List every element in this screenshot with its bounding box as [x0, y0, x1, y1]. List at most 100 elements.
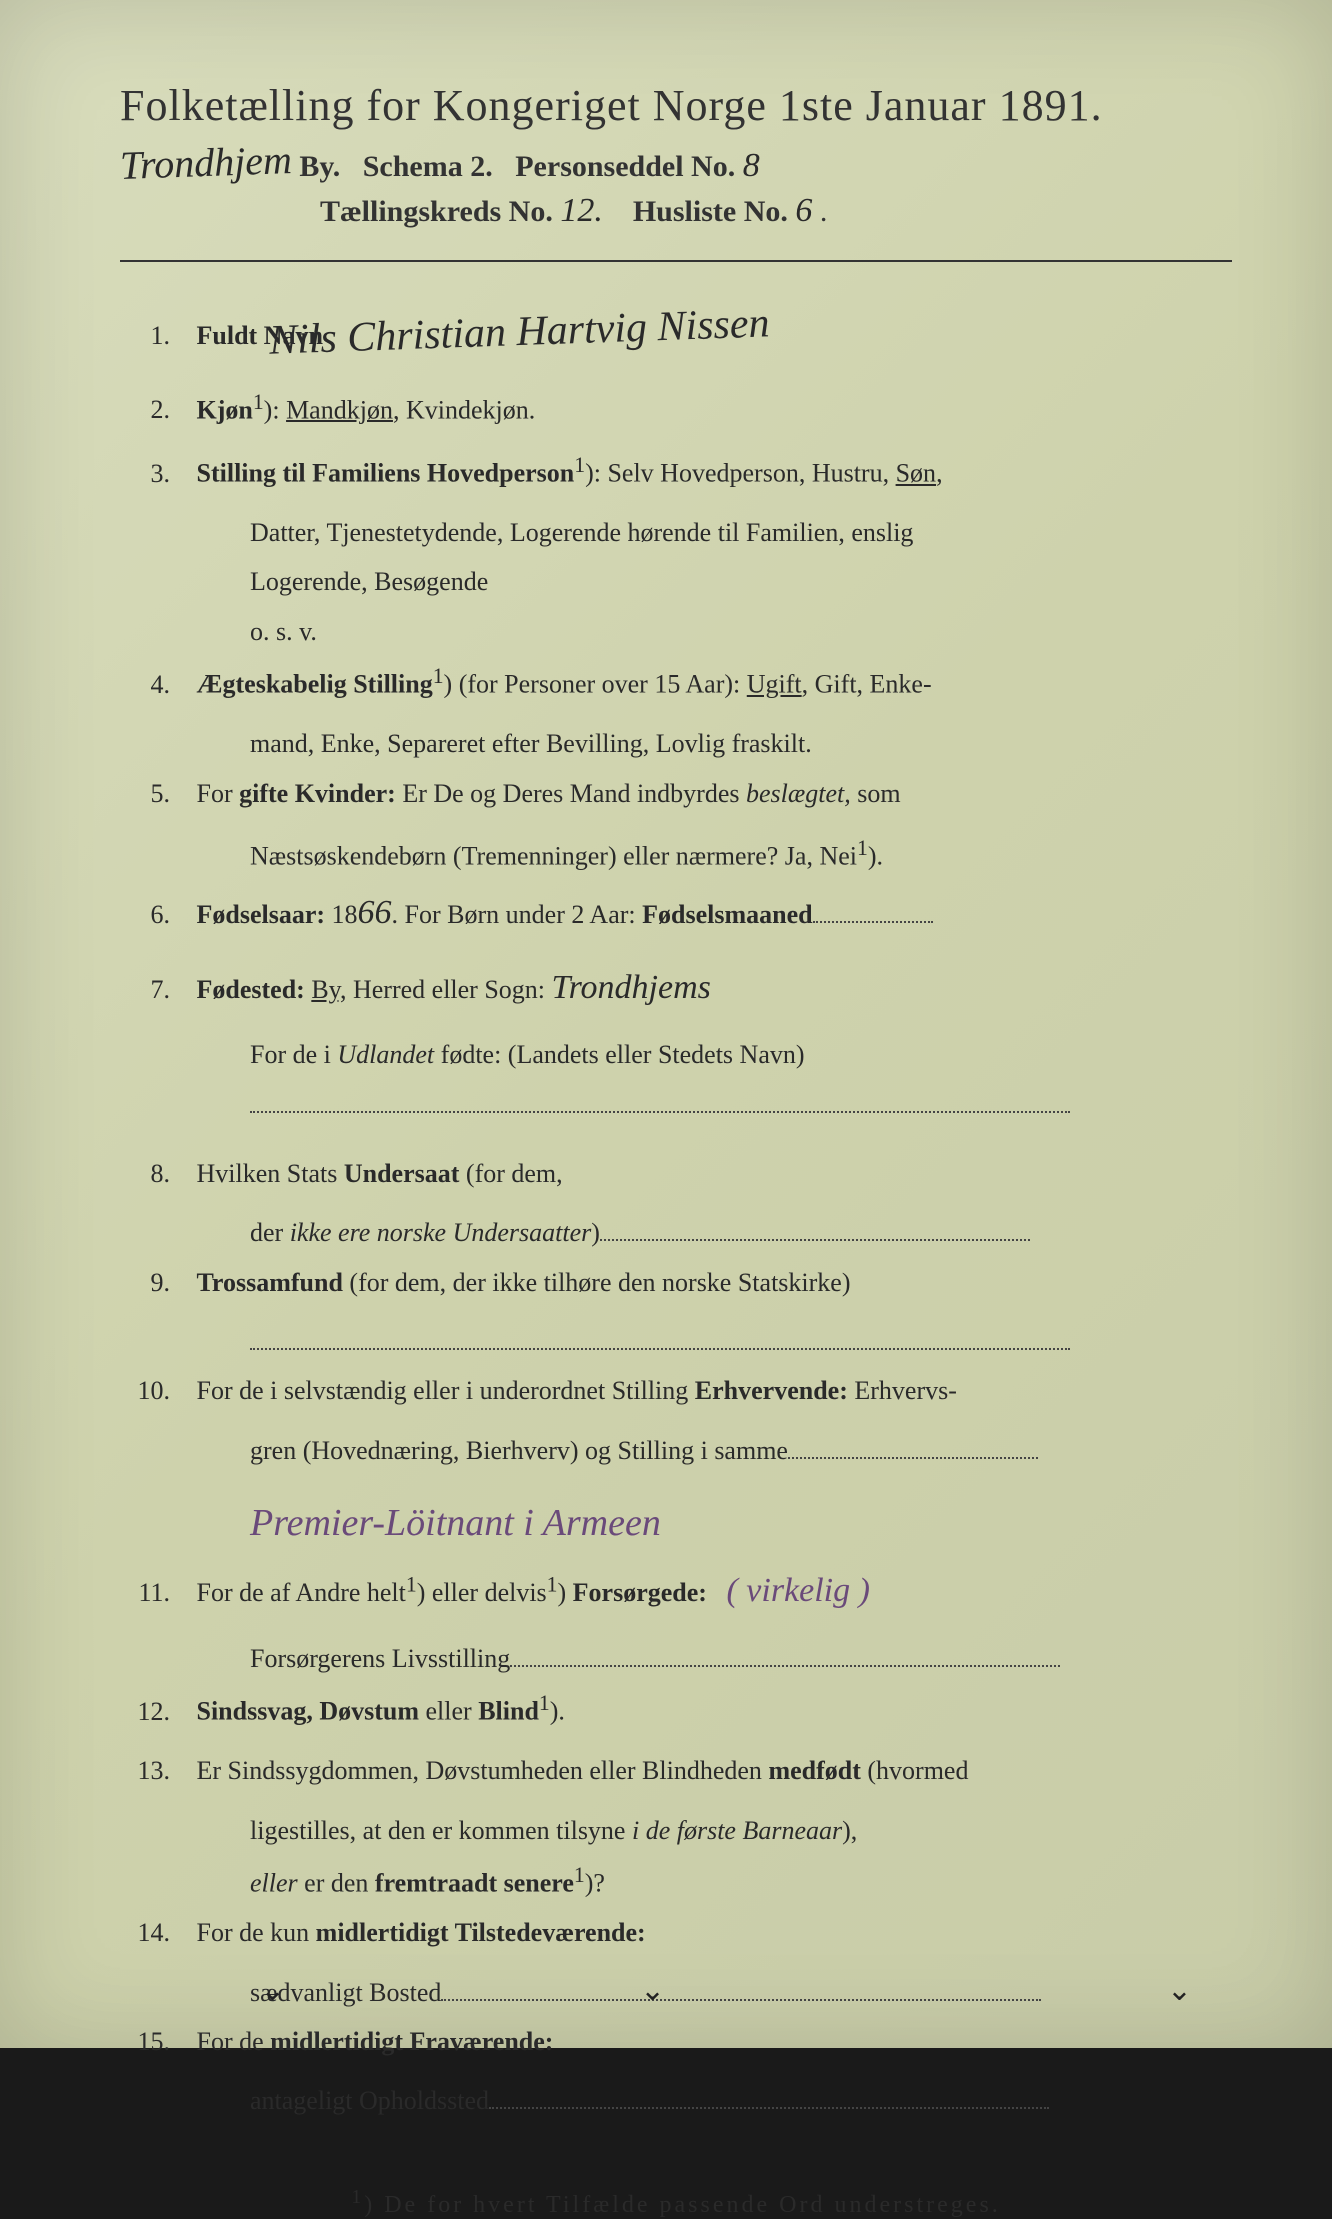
italic-8: ikke ere norske Undersaatter — [290, 1218, 592, 1247]
dot-trail: . — [820, 195, 828, 228]
item-3-cont3: o. s. v. — [120, 607, 1232, 656]
text-5c: som — [851, 779, 901, 808]
occupation-value: Premier-Löitnant i Armeen — [250, 1502, 661, 1544]
text-5b: Er De og Deres Mand indbyrdes — [396, 779, 746, 808]
item-10: 10. For de i selvstændig eller i underor… — [120, 1366, 1232, 1415]
text-8b: (for dem, — [459, 1159, 562, 1188]
kreds-no: 12. — [560, 192, 603, 229]
text-13c: )? — [585, 1869, 605, 1898]
text-3b: , — [936, 459, 943, 488]
item-7-dotted — [120, 1080, 1232, 1129]
item-5: 5. For gifte Kvinder: Er De og Deres Man… — [120, 769, 1232, 818]
text-8a: Hvilken Stats — [197, 1159, 344, 1188]
item-11-cont: Forsørgerens Livsstilling — [120, 1634, 1232, 1683]
text-13-cont3: er den — [298, 1869, 375, 1898]
footnote-sup: 1 — [351, 2186, 364, 2208]
item-8: 8. Hvilken Stats Undersaat (for dem, — [120, 1149, 1232, 1198]
item-7: 7. Fødested: By, Herred eller Sogn: Tron… — [120, 956, 1232, 1021]
bold-12a: Sindssvag, Døvstum — [197, 1697, 420, 1726]
item-14: 14. For de kun midlertidigt Tilstedevære… — [120, 1908, 1232, 1957]
text-3a: ): Selv Hovedperson, Hustru, — [585, 459, 896, 488]
label-husliste: Husliste No. — [633, 195, 788, 228]
dotted-15 — [489, 2107, 1049, 2109]
binding-mark-1: ⌄ — [260, 1973, 285, 2008]
text-15-cont1: antageligt Opholdssted — [250, 2086, 489, 2115]
text-15a: For de — [197, 2027, 271, 2056]
text-13b: (hvormed — [861, 1756, 969, 1785]
text-5d: ). — [868, 842, 883, 871]
item-10-value: Premier-Löitnant i Armeen — [120, 1487, 1232, 1559]
header-divider — [120, 260, 1232, 262]
italic-7: Udlandet — [337, 1040, 434, 1069]
text-13a: Er Sindssygdommen, Døvstumheden eller Bl… — [197, 1756, 769, 1785]
dotted-8 — [600, 1239, 1030, 1241]
text-8-cont2: ) — [591, 1218, 600, 1247]
dotted-10a — [788, 1457, 1038, 1459]
italic-13b: eller — [250, 1869, 298, 1898]
label-fodselsaar: Fødselsaar: — [197, 900, 326, 929]
num-5: 5. — [120, 769, 170, 818]
label-aegteskab: Ægteskabelig Stilling — [197, 670, 433, 699]
footnote: 1) De for hvert Tilfælde passende Ord un… — [120, 2186, 1232, 2219]
bold-13b: fremtraadt senere — [375, 1869, 574, 1898]
kjon-rest: , Kvindekjøn. — [393, 395, 535, 424]
label-fodested: Fødested: — [197, 975, 305, 1004]
census-form-page: Folketælling for Kongeriget Norge 1ste J… — [0, 0, 1332, 2048]
text-6b: . For Børn under 2 Aar: — [392, 900, 643, 929]
label-personseddel: Personseddel No. — [515, 150, 735, 183]
text-5-cont1: Næstsøskendebørn (Tremenninger) eller næ… — [250, 842, 857, 871]
num-2: 2. — [120, 385, 170, 434]
item-2: 2. Kjøn1): Mandkjøn, Kvindekjøn. — [120, 382, 1232, 435]
footnote-text: ) De for hvert Tilfælde passende Ord und… — [364, 2192, 1001, 2218]
text-4b: , Gift, Enke- — [802, 670, 932, 699]
value-name: Nils Christian Hartvig Nissen — [328, 284, 771, 379]
italic-13: i de første Barneaar — [632, 1816, 842, 1845]
text-4a: ) (for Personer over 15 Aar): — [444, 670, 747, 699]
husliste-no: 6 — [795, 192, 812, 229]
label-kreds: Tællingskreds No. — [320, 195, 553, 228]
sup-3: 1 — [574, 453, 585, 477]
fodested-value: Trondhjems — [552, 969, 711, 1006]
num-9: 9. — [120, 1258, 170, 1307]
sup-12: 1 — [539, 1691, 550, 1715]
dotted-6 — [813, 921, 933, 923]
bold-9: Trossamfund — [197, 1268, 343, 1297]
text-12b: ). — [550, 1697, 565, 1726]
sup-13: 1 — [574, 1863, 585, 1887]
text-9: (for dem, der ikke tilhøre den norske St… — [343, 1268, 851, 1297]
year-prefix: 18 — [325, 900, 358, 929]
item-4-cont1: mand, Enke, Separeret efter Bevilling, L… — [120, 719, 1232, 768]
num-15: 15. — [120, 2017, 170, 2066]
text-8-cont1: der — [250, 1218, 290, 1247]
label-kjon: Kjøn — [197, 395, 253, 424]
city-handwritten: Trondhjem — [119, 136, 292, 189]
text-14a: For de kun — [197, 1918, 316, 1947]
text-7-cont2: fødte: (Landets eller Stedets Navn) — [434, 1040, 804, 1069]
sup-11b: 1 — [547, 1573, 558, 1597]
text-11-cont1: Forsørgerens Livsstilling — [250, 1644, 510, 1673]
item-15: 15. For de midlertidigt Fraværende: — [120, 2017, 1232, 2066]
header-line-2: Trondhjem By. Schema 2. Personseddel No.… — [120, 139, 1232, 186]
text-11b: ) eller delvis — [417, 1578, 547, 1607]
item-7-cont: For de i Udlandet fødte: (Landets eller … — [120, 1030, 1232, 1079]
bold-8: Undersaat — [344, 1159, 460, 1188]
text-10b: Erhvervs- — [848, 1376, 957, 1405]
item-11: 11. For de af Andre helt1) eller delvis1… — [120, 1559, 1232, 1624]
sup-2: 1 — [253, 390, 264, 414]
item-13-cont1: ligestilles, at den er kommen tilsyne i … — [120, 1806, 1232, 1855]
text-7a: Herred eller Sogn: — [346, 975, 545, 1004]
text-5a: For — [197, 779, 240, 808]
sup-5: 1 — [857, 836, 868, 860]
item-1: 1. Fuldt Navn Nils Christian Hartvig Nis… — [120, 292, 1232, 372]
bold-13a: medfødt — [768, 1756, 860, 1785]
stilling-selected: Søn — [896, 459, 936, 488]
text-10-cont1: gren (Hovednæring, Bierhverv) og Stillin… — [250, 1436, 788, 1465]
text-11c: ) — [558, 1578, 573, 1607]
item-9-dotted — [120, 1317, 1232, 1366]
num-14: 14. — [120, 1908, 170, 1957]
num-13: 13. — [120, 1746, 170, 1795]
bold-14: midlertidigt Tilstedeværende: — [316, 1918, 646, 1947]
num-4: 4. — [120, 660, 170, 709]
num-6: 6. — [120, 890, 170, 939]
item-12: 12. Sindssvag, Døvstum eller Blind1). — [120, 1683, 1232, 1736]
